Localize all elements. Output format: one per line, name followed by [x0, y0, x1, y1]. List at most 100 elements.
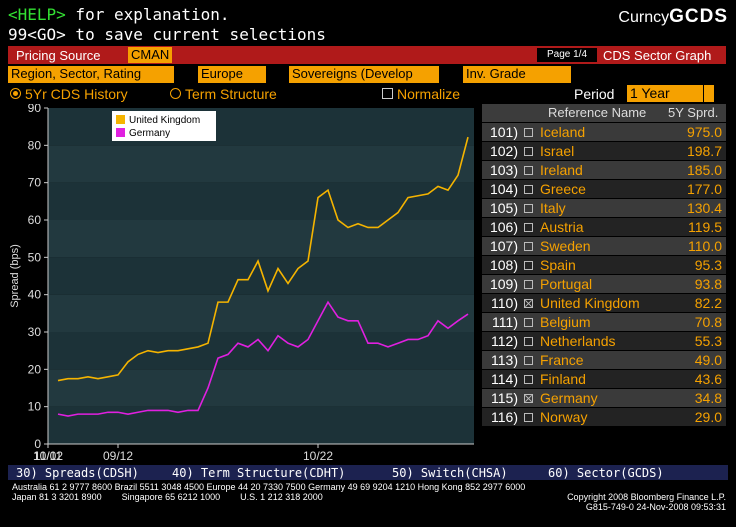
table-row[interactable]: 112) Netherlands 55.3: [482, 332, 726, 350]
row-name[interactable]: Greece: [540, 181, 586, 197]
table-row[interactable]: 110) United Kingdom 82.2: [482, 294, 726, 312]
row-checkbox[interactable]: [524, 413, 533, 422]
timestamp: G815-749-0 24-Nov-2008 09:53:31: [585, 502, 726, 512]
row-checkbox[interactable]: [524, 299, 533, 308]
col-5y-spread[interactable]: 5Y Sprd.: [668, 105, 719, 120]
row-name[interactable]: Ireland: [540, 162, 583, 178]
table-row[interactable]: 102) Israel 198.7: [482, 142, 726, 160]
series-line-germany: [57, 300, 469, 417]
table-row[interactable]: 107) Sweden 110.0: [482, 237, 726, 255]
page-indicator: Page 1/4: [537, 48, 597, 62]
row-checkbox[interactable]: [524, 337, 533, 346]
history-radio[interactable]: [10, 88, 21, 99]
row-name[interactable]: Iceland: [540, 124, 586, 140]
row-checkbox[interactable]: [524, 261, 533, 270]
row-spread: 95.3: [694, 257, 722, 273]
table-row[interactable]: 109) Portugal 93.8: [482, 275, 726, 293]
normalize-checkbox[interactable]: [382, 88, 393, 99]
normalize-label: Normalize: [397, 86, 461, 102]
plot-band: [48, 257, 474, 295]
row-number: 106): [489, 219, 518, 235]
table-row[interactable]: 113) France 49.0: [482, 351, 726, 369]
y-tick-label: 20: [28, 362, 42, 376]
group-by-dropdown[interactable]: [166, 66, 174, 83]
col-reference-name[interactable]: Reference Name: [548, 105, 647, 120]
row-spread: 43.6: [694, 371, 722, 387]
sector-dropdown[interactable]: [429, 66, 439, 83]
row-name[interactable]: Austria: [540, 219, 584, 235]
table-row[interactable]: 108) Spain 95.3: [482, 256, 726, 274]
table-row[interactable]: 115) Germany 34.8: [482, 389, 726, 407]
term-structure-option[interactable]: Term Structure: [170, 86, 277, 102]
row-checkbox[interactable]: [524, 166, 533, 175]
x-tick-label: 09/12: [103, 449, 133, 462]
row-name[interactable]: France: [540, 352, 584, 368]
normalize-option[interactable]: Normalize: [382, 86, 460, 102]
row-name[interactable]: Italy: [540, 200, 566, 216]
row-checkbox[interactable]: [524, 185, 533, 194]
function-code: GCDS: [669, 6, 728, 27]
term-radio[interactable]: [170, 88, 181, 99]
table-row[interactable]: 106) Austria 119.5: [482, 218, 726, 236]
row-number: 103): [489, 162, 518, 178]
row-spread: 185.0: [686, 162, 722, 178]
row-checkbox[interactable]: [524, 280, 533, 289]
group-by-field[interactable]: Region, Sector, Rating: [8, 66, 166, 83]
row-checkbox[interactable]: [524, 394, 533, 403]
period-field[interactable]: 1 Year: [627, 85, 703, 102]
row-checkbox[interactable]: [524, 147, 533, 156]
row-name[interactable]: Netherlands: [540, 333, 616, 349]
row-name[interactable]: Portugal: [540, 276, 593, 292]
row-spread: 93.8: [694, 276, 722, 292]
row-name[interactable]: Spain: [540, 257, 576, 273]
table-row[interactable]: 114) Finland 43.6: [482, 370, 726, 388]
row-name[interactable]: Israel: [540, 143, 575, 159]
pricing-source-field[interactable]: CMAN: [128, 47, 172, 63]
row-number: 115): [491, 390, 518, 406]
region-dropdown[interactable]: [256, 66, 266, 83]
plot-band: [48, 108, 474, 146]
row-checkbox[interactable]: [524, 318, 533, 327]
row-checkbox[interactable]: [524, 128, 533, 137]
row-name[interactable]: United Kingdom: [540, 295, 640, 311]
history-option[interactable]: 5Yr CDS History: [10, 86, 128, 102]
row-name[interactable]: Germany: [540, 390, 598, 406]
help-line: <HELP> for explanation.: [8, 5, 230, 24]
y-tick-label: 70: [28, 176, 42, 190]
row-checkbox[interactable]: [524, 375, 533, 384]
x-tick-label: 11/11: [34, 449, 63, 462]
help-key[interactable]: <HELP>: [8, 5, 66, 24]
row-spread: 119.5: [688, 219, 722, 235]
menu-term-structure[interactable]: 40) Term Structure(CDHT): [172, 466, 346, 480]
row-number: 116): [491, 409, 518, 425]
row-name[interactable]: Sweden: [540, 238, 591, 254]
row-checkbox[interactable]: [524, 356, 533, 365]
menu-switch[interactable]: 50) Switch(CHSA): [392, 466, 508, 480]
table-row[interactable]: 116) Norway 29.0: [482, 408, 726, 426]
table-row[interactable]: 104) Greece 177.0: [482, 180, 726, 198]
rating-dropdown[interactable]: [561, 66, 571, 83]
contact-line-1: Australia 61 2 9777 8600 Brazil 5511 304…: [12, 482, 526, 492]
row-checkbox[interactable]: [524, 204, 533, 213]
table-row[interactable]: 105) Italy 130.4: [482, 199, 726, 217]
row-number: 112): [491, 333, 518, 349]
rating-field[interactable]: Inv. Grade: [463, 66, 561, 83]
row-number: 107): [489, 238, 518, 254]
row-checkbox[interactable]: [524, 223, 533, 232]
region-field[interactable]: Europe: [198, 66, 256, 83]
row-name[interactable]: Finland: [540, 371, 586, 387]
row-number: 108): [489, 257, 518, 273]
table-row[interactable]: 101) Iceland 975.0: [482, 123, 726, 141]
sector-field[interactable]: Sovereigns (Develop: [289, 66, 429, 83]
row-checkbox[interactable]: [524, 242, 533, 251]
row-spread: 70.8: [694, 314, 722, 330]
table-row[interactable]: 111) Belgium 70.8: [482, 313, 726, 331]
contact-line-2: Japan 81 3 3201 8900 Singapore 65 6212 1…: [12, 492, 323, 502]
row-name[interactable]: Belgium: [540, 314, 591, 330]
period-dropdown[interactable]: [703, 85, 714, 102]
row-number: 111): [492, 314, 518, 330]
menu-spreads[interactable]: 30) Spreads(CDSH): [16, 466, 139, 480]
table-row[interactable]: 103) Ireland 185.0: [482, 161, 726, 179]
menu-sector[interactable]: 60) Sector(GCDS): [548, 466, 664, 480]
row-name[interactable]: Norway: [540, 409, 588, 425]
